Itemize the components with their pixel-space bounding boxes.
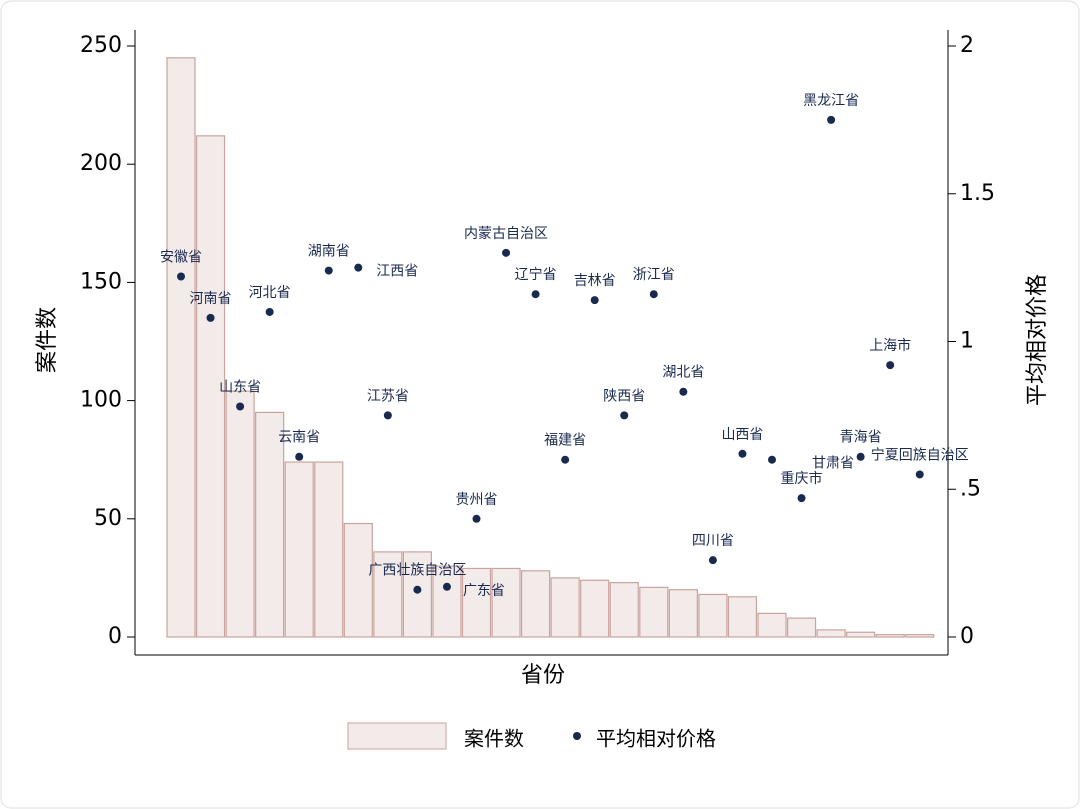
point [620,411,629,420]
y-tick-label: 200 [80,151,122,176]
point [827,115,836,124]
y2-tick-label: 0 [960,624,974,649]
point [531,290,540,299]
point [295,452,304,461]
point-label: 河南省 [190,291,232,307]
y2-tick-label: 2 [960,33,974,58]
bar [639,586,669,638]
bar [786,617,817,638]
bar [402,551,432,638]
y2-axis-title: 平均相对价格 [1025,274,1050,406]
x-axis-title: 省份 [521,663,565,688]
point [797,494,806,503]
point [265,307,274,316]
point [177,272,185,281]
point-label: 云南省 [278,430,320,446]
point [886,361,895,370]
legend-label: 案件数 [464,727,524,751]
bar [757,612,787,638]
point-label: 甘肃省 [812,456,854,472]
bar [520,570,551,638]
point-label: 江苏省 [367,388,409,404]
bar [284,461,314,638]
point [590,296,599,305]
point [413,585,422,594]
bar [255,411,285,638]
point [383,411,392,420]
point-label: 湖北省 [662,365,704,381]
point-label: 山西省 [721,427,763,443]
bar [432,565,462,638]
point-label: 河北省 [249,285,291,301]
y-tick-label: 50 [94,506,122,531]
point [738,449,747,458]
point-label: 黑龙江省 [803,93,859,109]
point [206,313,215,322]
point-label: 广西壮族自治区 [368,563,466,579]
bar [668,589,698,638]
y2-tick-label: 1.5 [960,181,995,206]
bar [875,634,905,638]
bar [195,135,226,638]
point-label: 山东省 [219,380,261,396]
point-label: 福建省 [544,433,586,449]
y2-tick-label: 1 [960,329,974,354]
point-label: 安徽省 [160,249,202,265]
point [502,248,511,257]
point [354,263,363,272]
point [708,556,717,565]
point-label: 四川省 [692,533,734,549]
point [442,582,451,591]
point-label: 湖南省 [308,244,350,260]
y-axis-title: 案件数 [35,307,60,373]
y-tick-label: 100 [80,388,122,413]
point [679,387,688,396]
point-label: 青海省 [840,430,882,446]
point-label: 广东省 [463,583,505,599]
legend-swatch [347,722,447,750]
y-tick-label: 150 [80,269,122,294]
bar [846,631,876,638]
point-label: 陕西省 [603,388,645,404]
point [561,455,570,464]
bar [609,582,639,638]
point [236,402,245,411]
point [856,452,865,461]
point-label: 宁夏回族自治区 [871,446,969,463]
bar [816,629,846,638]
point-label: 重庆市 [781,470,823,487]
bar [373,551,403,638]
bar [550,577,580,638]
point-label: 吉林省 [574,273,616,289]
bar [225,390,255,638]
point-label: 浙江省 [633,267,675,283]
bar [491,567,521,638]
bar [343,522,373,638]
point [324,266,333,275]
legend-label: 平均相对价格 [596,727,716,751]
bar [166,57,196,638]
bar [461,567,492,638]
y-tick-label: 0 [108,624,122,649]
bar [905,634,935,638]
legend-swatch [573,732,581,740]
y2-tick-label: .5 [960,476,981,501]
point-label: 内蒙古自治区 [464,226,548,242]
point [649,290,658,299]
point [768,455,776,464]
point-label: 江西省 [376,264,418,280]
point-label: 辽宁省 [515,266,557,283]
bar [727,596,758,638]
bar [580,579,610,638]
bar [698,593,728,638]
point-label: 上海市 [869,337,911,354]
bar [314,461,344,638]
point-label: 贵州省 [456,492,498,508]
point [915,470,924,479]
y-tick-label: 250 [80,33,122,58]
point [472,514,481,523]
legend: 案件数 平均相对价格 [347,722,716,751]
